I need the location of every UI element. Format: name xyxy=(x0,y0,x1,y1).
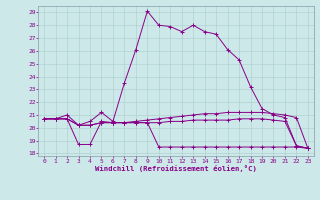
X-axis label: Windchill (Refroidissement éolien,°C): Windchill (Refroidissement éolien,°C) xyxy=(95,165,257,172)
